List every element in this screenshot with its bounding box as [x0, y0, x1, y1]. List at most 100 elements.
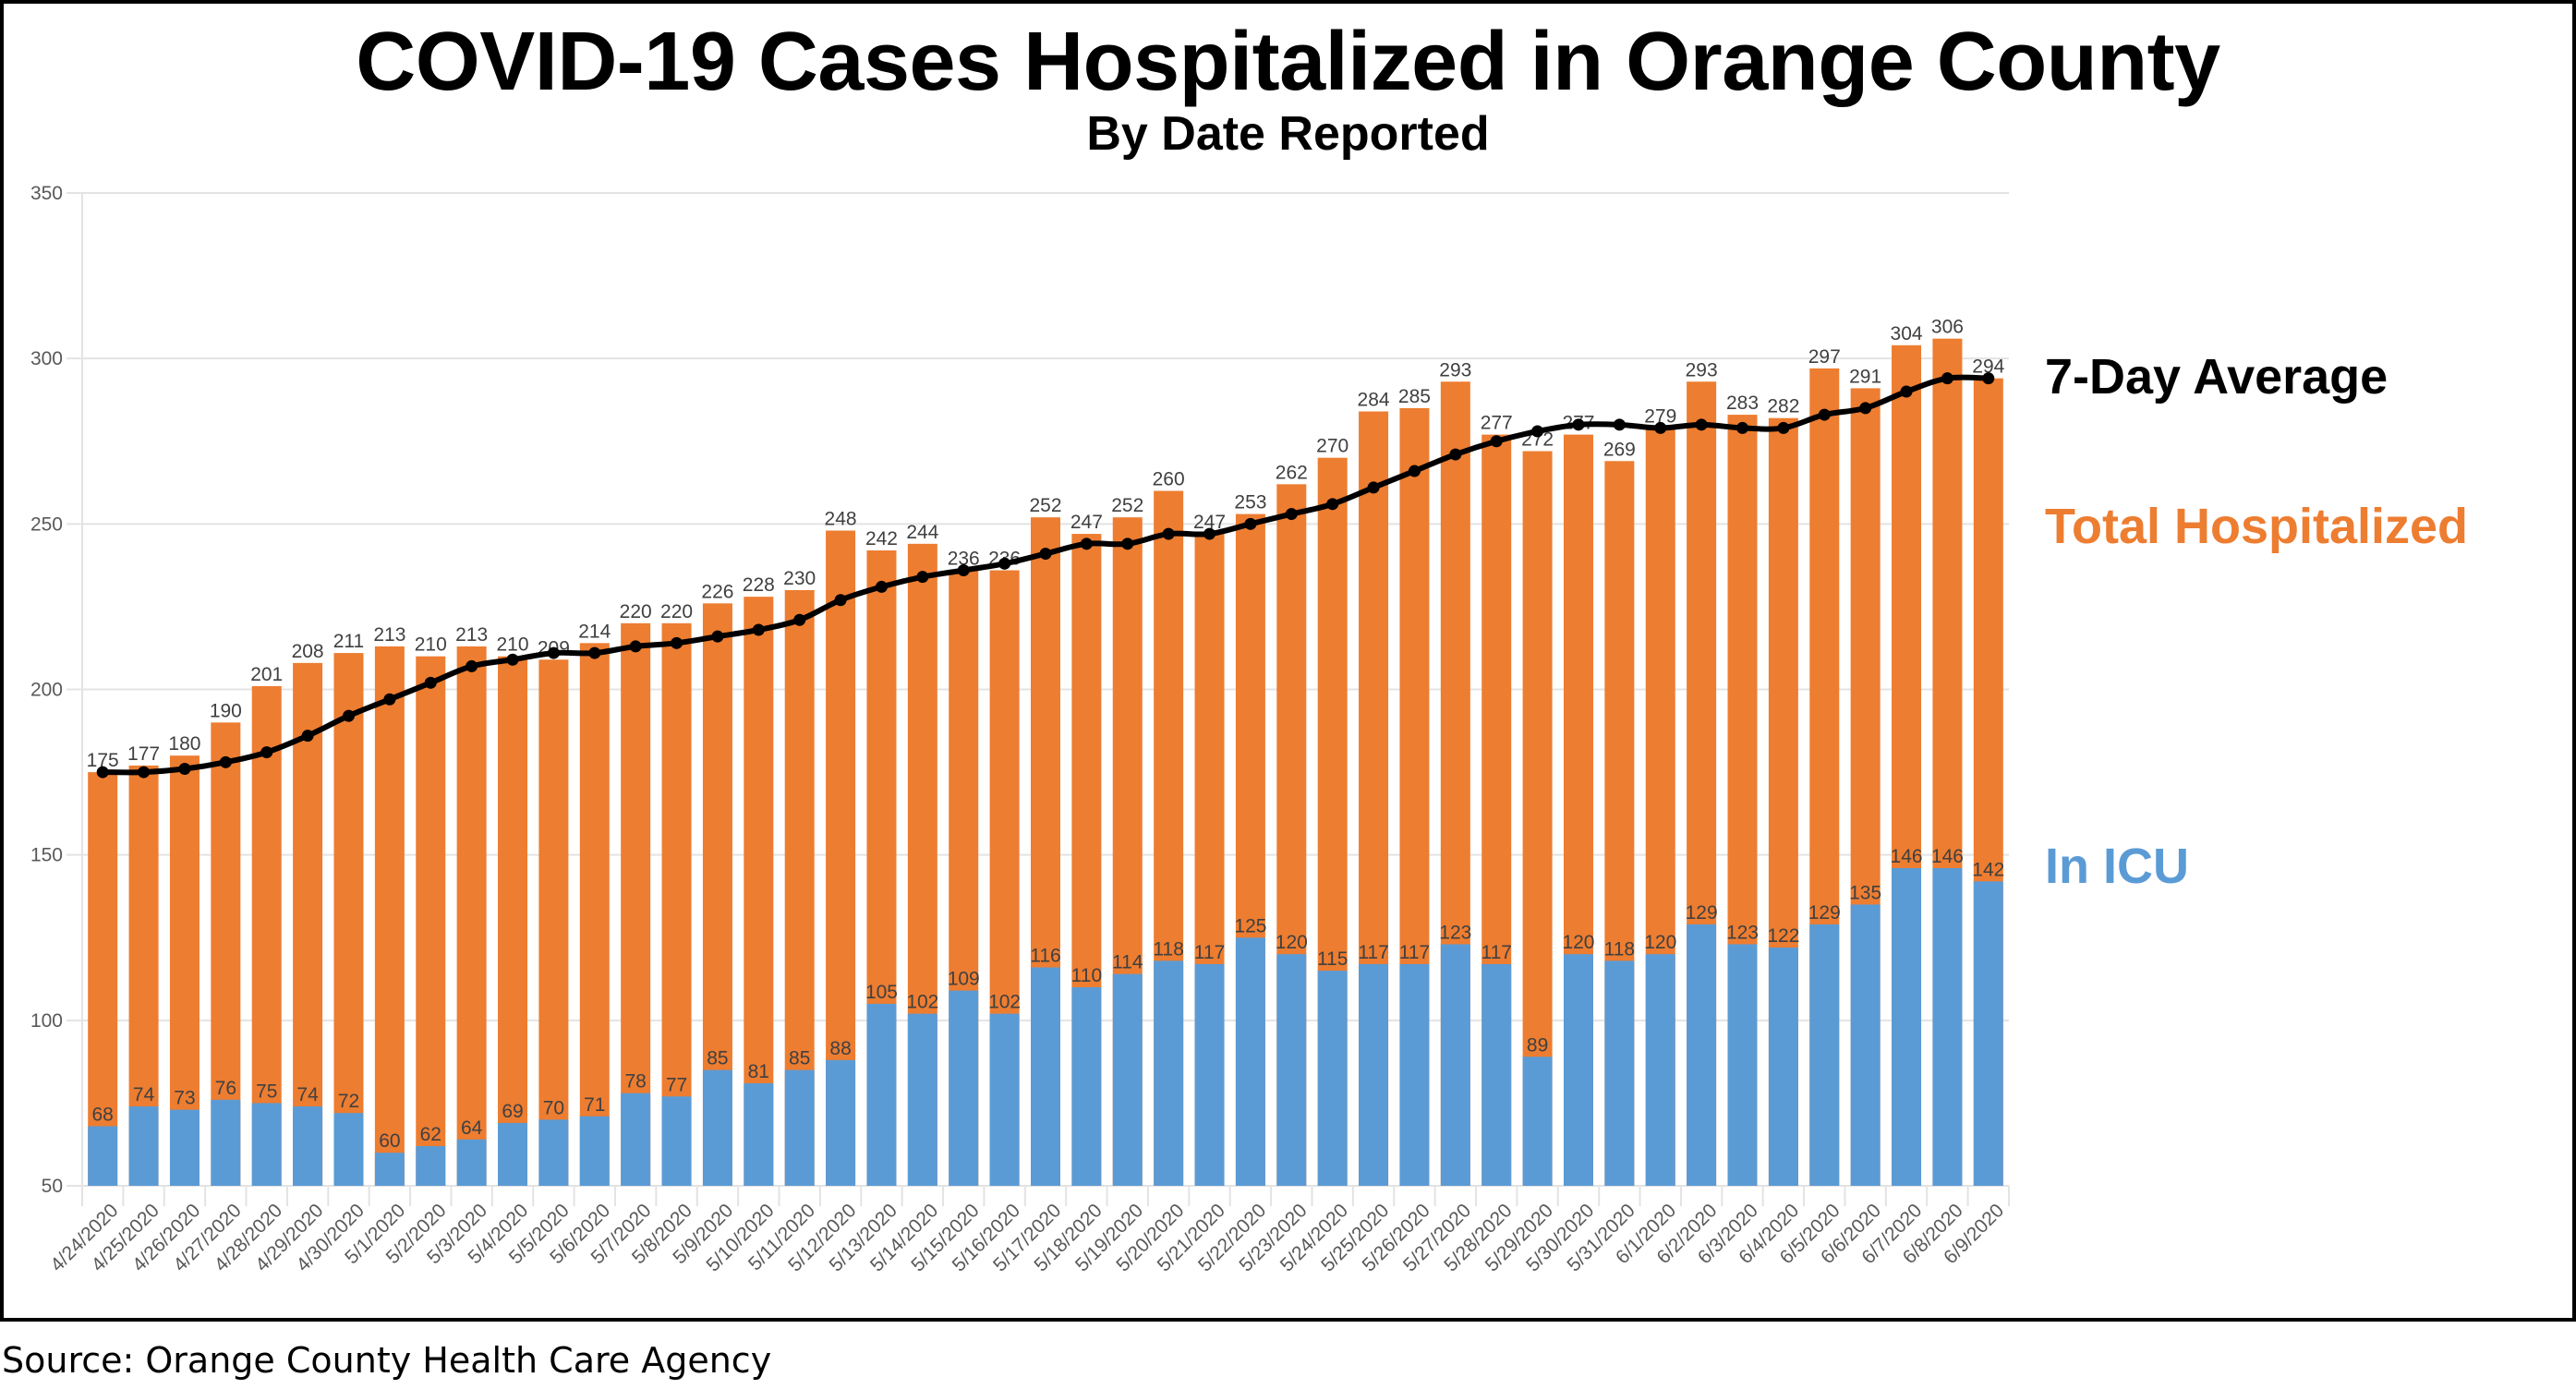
data-label-icu: 85 — [789, 1048, 810, 1069]
data-label-total: 201 — [250, 664, 283, 685]
data-label-icu: 62 — [420, 1124, 441, 1145]
data-label-icu: 109 — [948, 969, 980, 990]
point-7-day-average — [588, 646, 601, 659]
point-7-day-average — [1654, 421, 1667, 434]
legend-7-day-average: 7-Day Average — [2045, 349, 2389, 405]
data-label-total: 260 — [1153, 469, 1185, 490]
data-label-icu: 142 — [1972, 859, 2004, 880]
point-7-day-average — [342, 709, 355, 722]
average-line-layer — [96, 372, 1995, 779]
chart-subtitle: By Date Reported — [1086, 107, 1490, 161]
point-7-day-average — [1982, 372, 1995, 385]
data-label-icu: 68 — [92, 1105, 114, 1126]
data-label-icu: 118 — [1153, 938, 1183, 960]
data-label-icu: 117 — [1194, 942, 1225, 963]
data-label-total: 252 — [1029, 495, 1061, 516]
bar-in-icu — [1031, 967, 1060, 1186]
point-7-day-average — [1613, 418, 1626, 431]
data-label-icu: 78 — [624, 1071, 646, 1093]
data-label-total: 242 — [865, 528, 898, 550]
bar-in-icu — [1440, 944, 1470, 1186]
y-tick-label: 200 — [30, 680, 63, 701]
data-label-total: 294 — [1972, 356, 2004, 378]
data-label-icu: 120 — [1644, 932, 1676, 953]
bar-total-hospitalized — [661, 622, 692, 1186]
bar-in-icu — [1687, 924, 1717, 1186]
bar-in-icu — [1809, 924, 1840, 1186]
source-note: Source: Orange County Health Care Agency — [2, 1340, 772, 1381]
y-tick-label: 50 — [42, 1176, 63, 1197]
y-tick-label: 300 — [30, 348, 63, 369]
point-7-day-average — [834, 594, 847, 607]
data-label-total: 247 — [1193, 512, 1226, 533]
data-label-total: 230 — [783, 568, 816, 589]
data-label-icu: 105 — [865, 982, 898, 1003]
bar-in-icu — [88, 1126, 118, 1186]
bar-in-icu — [1973, 881, 2003, 1186]
y-tick-label: 150 — [30, 845, 63, 866]
point-7-day-average — [1818, 408, 1831, 421]
data-label-total: 228 — [743, 574, 775, 596]
data-label-icu: 135 — [1849, 882, 1881, 903]
data-label-total: 214 — [578, 621, 611, 642]
data-label-icu: 118 — [1604, 938, 1635, 960]
bar-in-icu — [211, 1099, 241, 1186]
data-label-total: 244 — [906, 522, 938, 543]
point-7-day-average — [219, 755, 232, 768]
point-7-day-average — [1859, 402, 1872, 415]
data-label-total: 269 — [1603, 439, 1636, 460]
bar-total-hospitalized — [416, 656, 446, 1186]
point-7-day-average — [671, 636, 683, 649]
point-7-day-average — [1777, 421, 1790, 434]
bar-in-icu — [1112, 973, 1143, 1186]
data-label-icu: 64 — [461, 1117, 483, 1139]
point-7-day-average — [547, 646, 560, 659]
point-7-day-average — [506, 653, 519, 666]
bar-in-icu — [579, 1116, 610, 1186]
point-7-day-average — [260, 746, 273, 759]
data-label-total: 285 — [1398, 386, 1431, 407]
data-label-icu: 120 — [1276, 932, 1308, 953]
point-7-day-average — [1449, 448, 1462, 461]
y-tick-label: 100 — [30, 1010, 63, 1032]
point-7-day-average — [1572, 418, 1585, 431]
bar-total-hospitalized — [251, 685, 282, 1186]
data-label-total: 262 — [1276, 462, 1308, 483]
data-label-total: 213 — [373, 624, 405, 646]
data-label-total: 253 — [1234, 492, 1266, 513]
data-label-total: 190 — [210, 700, 242, 721]
point-7-day-average — [383, 693, 396, 706]
bar-in-icu — [744, 1082, 774, 1186]
chart-title: COVID-19 Cases Hospitalized in Orange Co… — [356, 16, 2220, 108]
bar-total-hospitalized — [293, 662, 323, 1186]
data-label-icu: 116 — [1030, 946, 1060, 967]
bar-in-icu — [1563, 954, 1593, 1186]
data-label-total: 210 — [496, 634, 528, 656]
data-label-total: 252 — [1111, 495, 1143, 516]
data-label-icu: 146 — [1931, 846, 1964, 867]
legend-in-icu: In ICU — [2045, 839, 2189, 894]
point-7-day-average — [916, 571, 929, 584]
bars — [88, 338, 2003, 1187]
point-7-day-average — [1203, 527, 1216, 540]
data-label-total: 180 — [168, 733, 200, 755]
data-label-icu: 73 — [174, 1088, 195, 1109]
point-7-day-average — [1531, 425, 1544, 438]
point-7-day-average — [957, 564, 970, 576]
data-label-total: 293 — [1686, 359, 1718, 380]
bar-in-icu — [621, 1093, 651, 1186]
bar-in-icu — [1194, 963, 1225, 1186]
point-7-day-average — [178, 763, 191, 775]
data-label-icu: 122 — [1767, 925, 1799, 947]
data-label-total: 279 — [1644, 405, 1676, 427]
point-7-day-average — [875, 580, 888, 593]
bar-total-hospitalized — [538, 659, 569, 1186]
data-label-total: 210 — [415, 634, 447, 656]
data-label-icu: 102 — [906, 992, 938, 1013]
data-label-total: 291 — [1849, 366, 1881, 387]
bar-in-icu — [1399, 963, 1430, 1186]
y-tick-label: 250 — [30, 513, 63, 535]
bar-in-icu — [374, 1153, 405, 1186]
data-label-icu: 74 — [296, 1084, 319, 1105]
legend-total-hospitalized: Total Hospitalized — [2045, 499, 2469, 554]
